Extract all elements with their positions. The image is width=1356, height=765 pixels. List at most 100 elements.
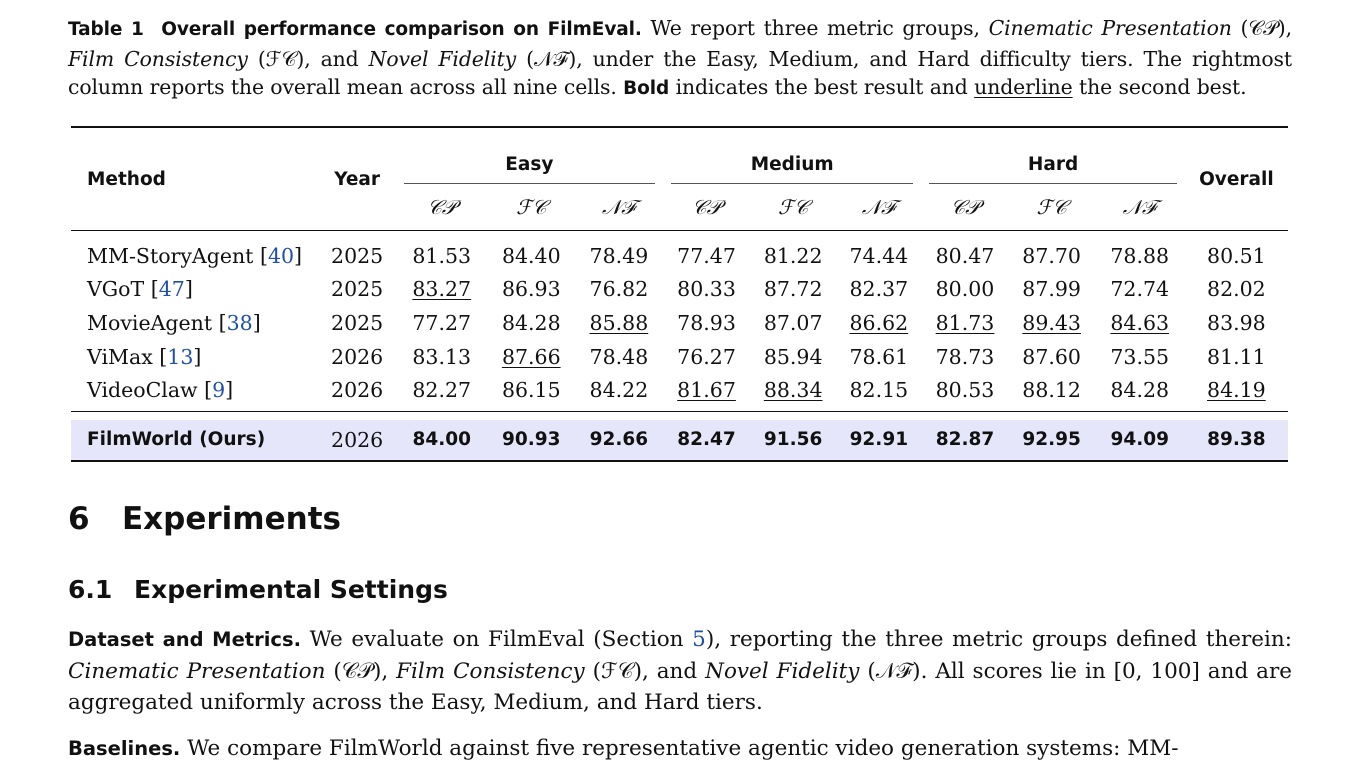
score-cell: 87.60 [1009,340,1095,374]
header-method: Method [71,128,319,231]
citation-link[interactable]: 40 [267,243,295,268]
score-cell-best: 89.38 [1184,419,1288,462]
score-value: 84.28 [1110,378,1170,403]
caption-bold-word: Bold [623,78,670,100]
score-value: 87.07 [763,310,823,335]
score-cell: 83.27 [396,273,488,307]
paragraph-baselines-lead: Baselines. [68,737,181,760]
score-cell-best: 92.91 [836,419,922,462]
method-name-ours: FilmWorld (Ours) [71,419,319,462]
header-hard-fc: ℱ𝒞 [1008,184,1095,231]
caption-underline-word: underline [974,75,1073,100]
score-value: 81.22 [763,243,823,268]
method-cell: ViMax [13] [87,344,202,369]
method-name: MovieAgent [87,310,213,335]
score-value: 77.27 [412,310,472,335]
caption-text-3: the second best. [1079,75,1247,100]
header-easy-label: Easy [505,154,554,175]
score-value: 87.70 [1022,243,1081,268]
paragraph-baselines: Baselines. We compare FilmWorld against … [68,733,1292,765]
header-easy-nf: 𝒩ℱ [574,184,663,231]
method-cell: VGoT [47] [87,277,193,302]
score-cell: 81.67 [662,373,751,412]
score-value: 84.22 [589,378,649,403]
header-overall: Overall [1184,128,1288,231]
score-cell-best: 82.87 [921,419,1009,462]
score-value: 87.99 [1022,277,1081,302]
score-cell: 74.44 [836,231,921,273]
score-value: 86.15 [501,378,561,403]
citation-link[interactable]: 38 [226,310,253,335]
score-value: 78.48 [589,344,649,369]
score-cell: 80.51 [1185,231,1288,273]
header-medium-nf: 𝒩ℱ [836,184,922,231]
citation-link[interactable]: 47 [158,277,185,302]
score-cell: 87.72 [750,273,836,307]
score-cell: 87.70 [1009,231,1095,273]
method-name: VGoT [87,277,145,302]
table-row: VideoClaw [9] 2026 82.27 86.15 84.22 81.67 88.… [71,373,1288,412]
score-cell: 84.28 [488,306,575,340]
table-row: VGoT [47] 2025 83.27 86.93 76.82 80.33 87.72 82… [71,273,1288,307]
score-value: 84.28 [501,310,561,335]
score-cell: 80.53 [921,373,1009,412]
score-cell: 86.15 [487,373,575,412]
paragraph-lead: Dataset and Metrics. [68,628,302,651]
paragraph-baselines-text: We compare FilmWorld against five repres… [187,736,1179,761]
header-medium: Medium [663,128,921,184]
score-value: 88.34 [763,378,823,403]
score-value: 82.15 [849,378,909,403]
section-heading: 6 Experiments [68,501,341,537]
score-value: 78.61 [849,344,909,369]
method-name: ViMax [87,344,153,369]
year-cell: 2025 [331,243,384,268]
score-cell: 81.22 [750,231,836,273]
caption-fc-abbr: (ℱ𝒞), and [257,46,359,71]
section-title: Experiments [122,501,341,537]
score-value: 73.55 [1110,344,1170,369]
score-cell-best: 92.66 [574,419,663,462]
score-value: 80.51 [1207,243,1266,268]
caption-label: Table 1 [68,19,144,40]
score-value: 76.27 [677,344,736,369]
caption-text: We report three metric groups, [650,16,980,40]
score-value: 84.40 [501,243,561,268]
citation-link[interactable]: 13 [167,344,194,369]
caption-cp-abbr: (𝒞𝒫), [1240,16,1293,40]
score-cell-best: 94.09 [1094,419,1185,462]
score-value: 83.98 [1207,310,1266,335]
score-cell: 82.27 [395,373,488,412]
method-name: MM-StoryAgent [87,243,254,268]
score-value: 84.63 [1110,310,1170,335]
score-cell: 76.27 [663,340,750,374]
score-cell: 76.82 [575,273,663,307]
score-value: 81.11 [1207,344,1266,369]
score-cell: 78.88 [1095,231,1185,273]
header-easy-fc: ℱ𝒞 [487,184,575,231]
header-easy-cp: 𝒞𝒫 [395,184,488,231]
score-cell: 78.48 [575,340,663,374]
paragraph-cp-name: Cinematic Presentation [68,658,326,684]
score-cell: 86.93 [488,273,575,307]
score-value: 85.94 [763,344,823,369]
header-medium-label: Medium [750,154,834,175]
method-cell: VideoClaw [9] [71,373,319,412]
year-cell: 2025 [331,277,384,302]
citation-link[interactable]: 9 [212,378,226,403]
score-cell: 78.73 [921,340,1008,374]
year-cell: 2026 [318,419,396,462]
score-cell: 84.19 [1184,373,1288,412]
score-cell: 86.62 [836,306,921,340]
score-cell: 88.34 [750,373,837,412]
score-value: 80.53 [935,378,995,403]
paragraph-nf-name: Novel Fidelity [705,658,860,684]
score-cell: 73.55 [1095,340,1185,374]
section-ref-link[interactable]: 5 [692,627,706,652]
score-value: 82.37 [849,277,909,302]
caption-cp-name: Cinematic Presentation [988,16,1232,40]
score-value: 78.49 [589,243,649,268]
score-cell: 82.15 [836,373,922,412]
caption-nf-name: Novel Fidelity [368,46,517,71]
score-cell: 87.99 [1009,273,1095,307]
year-cell: 2026 [318,373,396,412]
